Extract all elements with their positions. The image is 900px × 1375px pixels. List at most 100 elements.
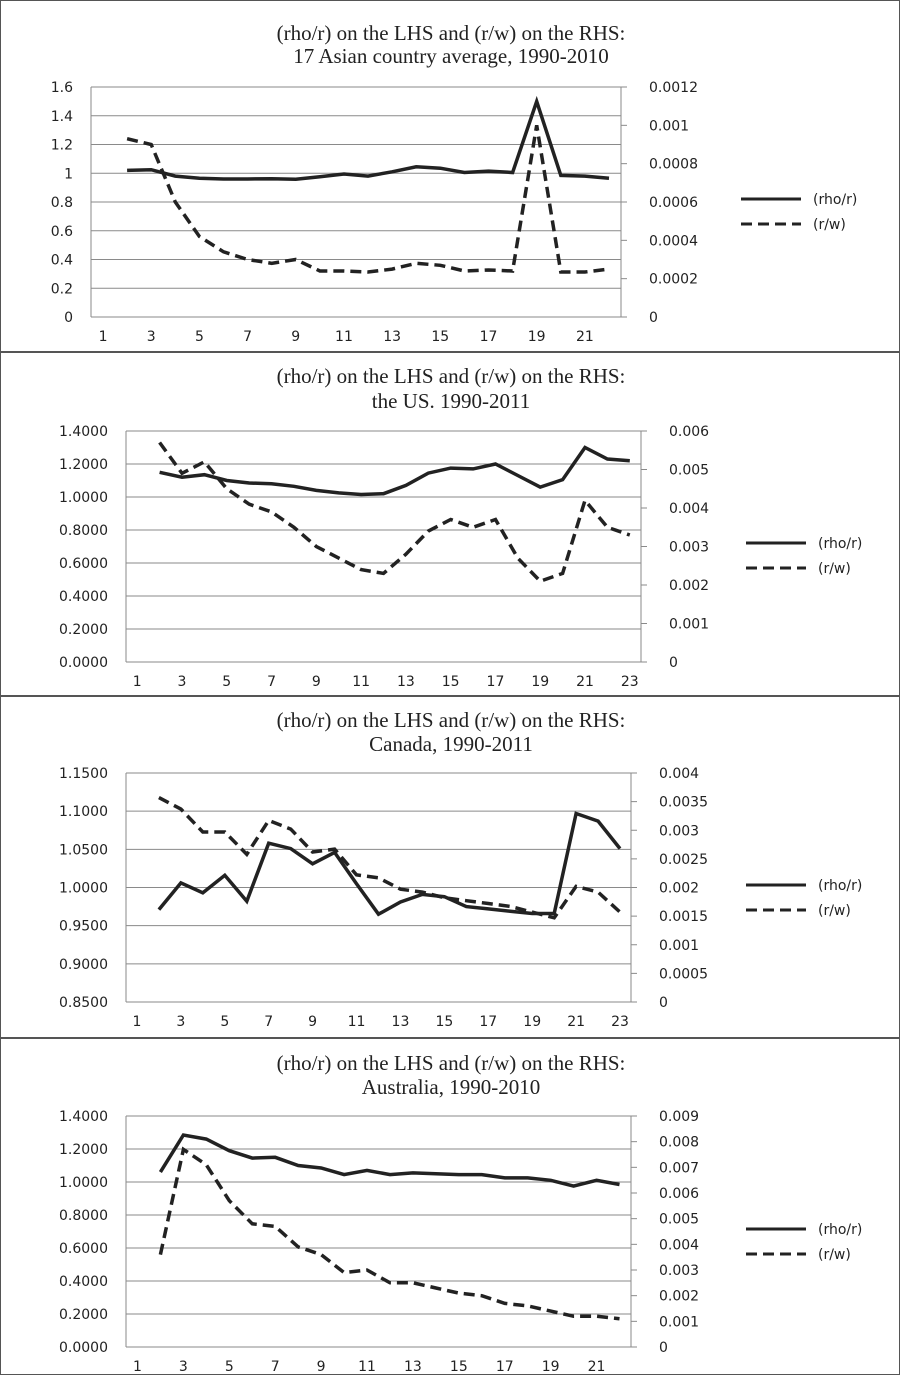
left-axis-tick-label: 1.6 (51, 80, 73, 96)
left-axis-tick-label: 0.0000 (59, 655, 108, 671)
chart-asia-average: (rho/r) on the LHS and (r/w) on the RHS:… (51, 21, 858, 345)
x-axis-tick-label: 5 (195, 329, 204, 345)
chart-australia: (rho/r) on the LHS and (r/w) on the RHS:… (59, 1051, 862, 1374)
legend-label-rho-r: (rho/r) (813, 192, 857, 208)
x-axis-tick-label: 15 (450, 1359, 468, 1374)
chart-panel-us: (rho/r) on the LHS and (r/w) on the RHS:… (0, 352, 900, 696)
left-axis-tick-label: 0.6000 (59, 556, 108, 572)
legend-label-r-w: (r/w) (818, 561, 851, 577)
left-axis-tick-label: 1.4000 (59, 1109, 108, 1125)
right-axis-tick-label: 0.006 (669, 424, 709, 440)
series-line-rho-r (127, 95, 610, 182)
right-axis-tick-label: 0.001 (669, 617, 709, 633)
right-axis-tick-label: 0.004 (659, 766, 699, 782)
x-axis-tick-label: 19 (528, 329, 546, 345)
x-axis-tick-label: 19 (531, 674, 549, 690)
right-axis-tick-label: 0.002 (659, 881, 699, 897)
right-axis-tick-label: 0.005 (659, 1212, 699, 1228)
series-line-r-w (158, 796, 622, 920)
chart-title-line1: (rho/r) on the LHS and (r/w) on the RHS: (277, 708, 626, 732)
left-axis-tick-label: 1.0000 (59, 490, 108, 506)
x-axis-tick-label: 7 (271, 1359, 280, 1374)
left-axis-tick-label: 0.4 (51, 253, 73, 269)
left-axis-tick-label: 1.4000 (59, 424, 108, 440)
left-axis-tick-label: 0.9500 (59, 919, 108, 935)
x-axis-tick-label: 9 (291, 329, 300, 345)
chart-us: (rho/r) on the LHS and (r/w) on the RHS:… (59, 364, 862, 690)
right-axis-tick-label: 0.004 (669, 501, 709, 517)
left-axis-tick-label: 0.4000 (59, 1274, 108, 1290)
x-axis-tick-label: 11 (358, 1359, 376, 1374)
chart-title-line1: (rho/r) on the LHS and (r/w) on the RHS: (277, 364, 626, 388)
right-axis-tick-label: 0.008 (659, 1135, 699, 1151)
chart-title-line2: the US. 1990-2011 (372, 389, 530, 413)
left-axis-tick-label: 0.4000 (59, 589, 108, 605)
right-axis-tick-label: 0 (649, 310, 658, 326)
right-axis-tick-label: 0.0005 (659, 966, 708, 982)
right-axis-tick-label: 0.007 (659, 1160, 699, 1176)
x-axis-tick-label: 5 (225, 1359, 234, 1374)
x-axis-tick-label: 1 (99, 329, 108, 345)
series-line-r-w (126, 125, 610, 274)
x-axis-tick-label: 17 (479, 1014, 497, 1030)
chart-title-line1: (rho/r) on the LHS and (r/w) on the RHS: (277, 1051, 626, 1075)
x-axis-tick-label: 11 (335, 329, 353, 345)
x-axis-tick-label: 15 (435, 1014, 453, 1030)
right-axis-tick-label: 0 (659, 1340, 668, 1356)
x-axis-tick-label: 9 (317, 1359, 326, 1374)
right-axis-tick-label: 0.0035 (659, 795, 708, 811)
x-axis-tick-label: 11 (348, 1014, 366, 1030)
chart-panel-australia: (rho/r) on the LHS and (r/w) on the RHS:… (0, 1038, 900, 1375)
chart-panel-canada: (rho/r) on the LHS and (r/w) on the RHS:… (0, 696, 900, 1038)
left-axis-tick-label: 1.2000 (59, 457, 108, 473)
left-axis-tick-label: 1.4 (51, 109, 73, 125)
right-axis-tick-label: 0.004 (659, 1237, 699, 1253)
x-axis-tick-label: 1 (133, 1359, 142, 1374)
legend-label-r-w: (r/w) (818, 1247, 851, 1263)
right-axis-tick-label: 0.002 (659, 1289, 699, 1305)
legend-label-rho-r: (rho/r) (818, 878, 862, 894)
legend-label-r-w: (r/w) (818, 903, 851, 919)
left-axis-tick-label: 0.0000 (59, 1340, 108, 1356)
left-axis-tick-label: 1.2 (51, 138, 73, 154)
chart-title-line1: (rho/r) on the LHS and (r/w) on the RHS: (277, 21, 626, 45)
x-axis-tick-label: 21 (576, 329, 594, 345)
left-axis-tick-label: 1.1500 (59, 766, 108, 782)
x-axis-tick-label: 3 (176, 1014, 185, 1030)
right-axis-tick-label: 0.009 (659, 1109, 699, 1125)
left-axis-tick-label: 0 (64, 310, 73, 326)
series-line-rho-r (157, 811, 622, 917)
x-axis-tick-label: 15 (431, 329, 449, 345)
x-axis-tick-label: 3 (147, 329, 156, 345)
left-axis-tick-label: 0.2000 (59, 1307, 108, 1323)
x-axis-tick-label: 15 (442, 674, 460, 690)
chart-canada: (rho/r) on the LHS and (r/w) on the RHS:… (59, 708, 862, 1030)
series-line-rho-r (159, 445, 630, 497)
x-axis-tick-label: 21 (576, 674, 594, 690)
x-axis-tick-label: 11 (352, 674, 370, 690)
right-axis-tick-label: 0.0002 (649, 272, 698, 288)
right-axis-tick-label: 0.0012 (649, 80, 698, 96)
x-axis-tick-label: 9 (308, 1014, 317, 1030)
chart-title-line2: 17 Asian country average, 1990-2010 (293, 44, 609, 68)
x-axis-tick-label: 7 (243, 329, 252, 345)
series-line-r-w (158, 1146, 620, 1321)
x-axis-tick-label: 13 (383, 329, 401, 345)
chart-title-line2: Australia, 1990-2010 (362, 1075, 540, 1099)
right-axis-tick-label: 0.0004 (649, 233, 698, 249)
right-axis-tick-label: 0.0008 (649, 157, 698, 173)
series-line-r-w (158, 441, 631, 584)
left-axis-tick-label: 0.6 (51, 224, 73, 240)
right-axis-tick-label: 0.006 (659, 1186, 699, 1202)
left-axis-tick-label: 1.0500 (59, 842, 108, 858)
x-axis-tick-label: 19 (542, 1359, 560, 1374)
x-axis-tick-label: 21 (567, 1014, 585, 1030)
x-axis-tick-label: 23 (611, 1014, 629, 1030)
x-axis-tick-label: 5 (220, 1014, 229, 1030)
left-axis-tick-label: 1.0000 (59, 1175, 108, 1191)
x-axis-tick-label: 23 (621, 674, 639, 690)
left-axis-tick-label: 1 (64, 166, 73, 182)
left-axis-tick-label: 1.0000 (59, 881, 108, 897)
left-axis-tick-label: 0.2 (51, 281, 73, 297)
right-axis-tick-label: 0 (659, 995, 668, 1011)
